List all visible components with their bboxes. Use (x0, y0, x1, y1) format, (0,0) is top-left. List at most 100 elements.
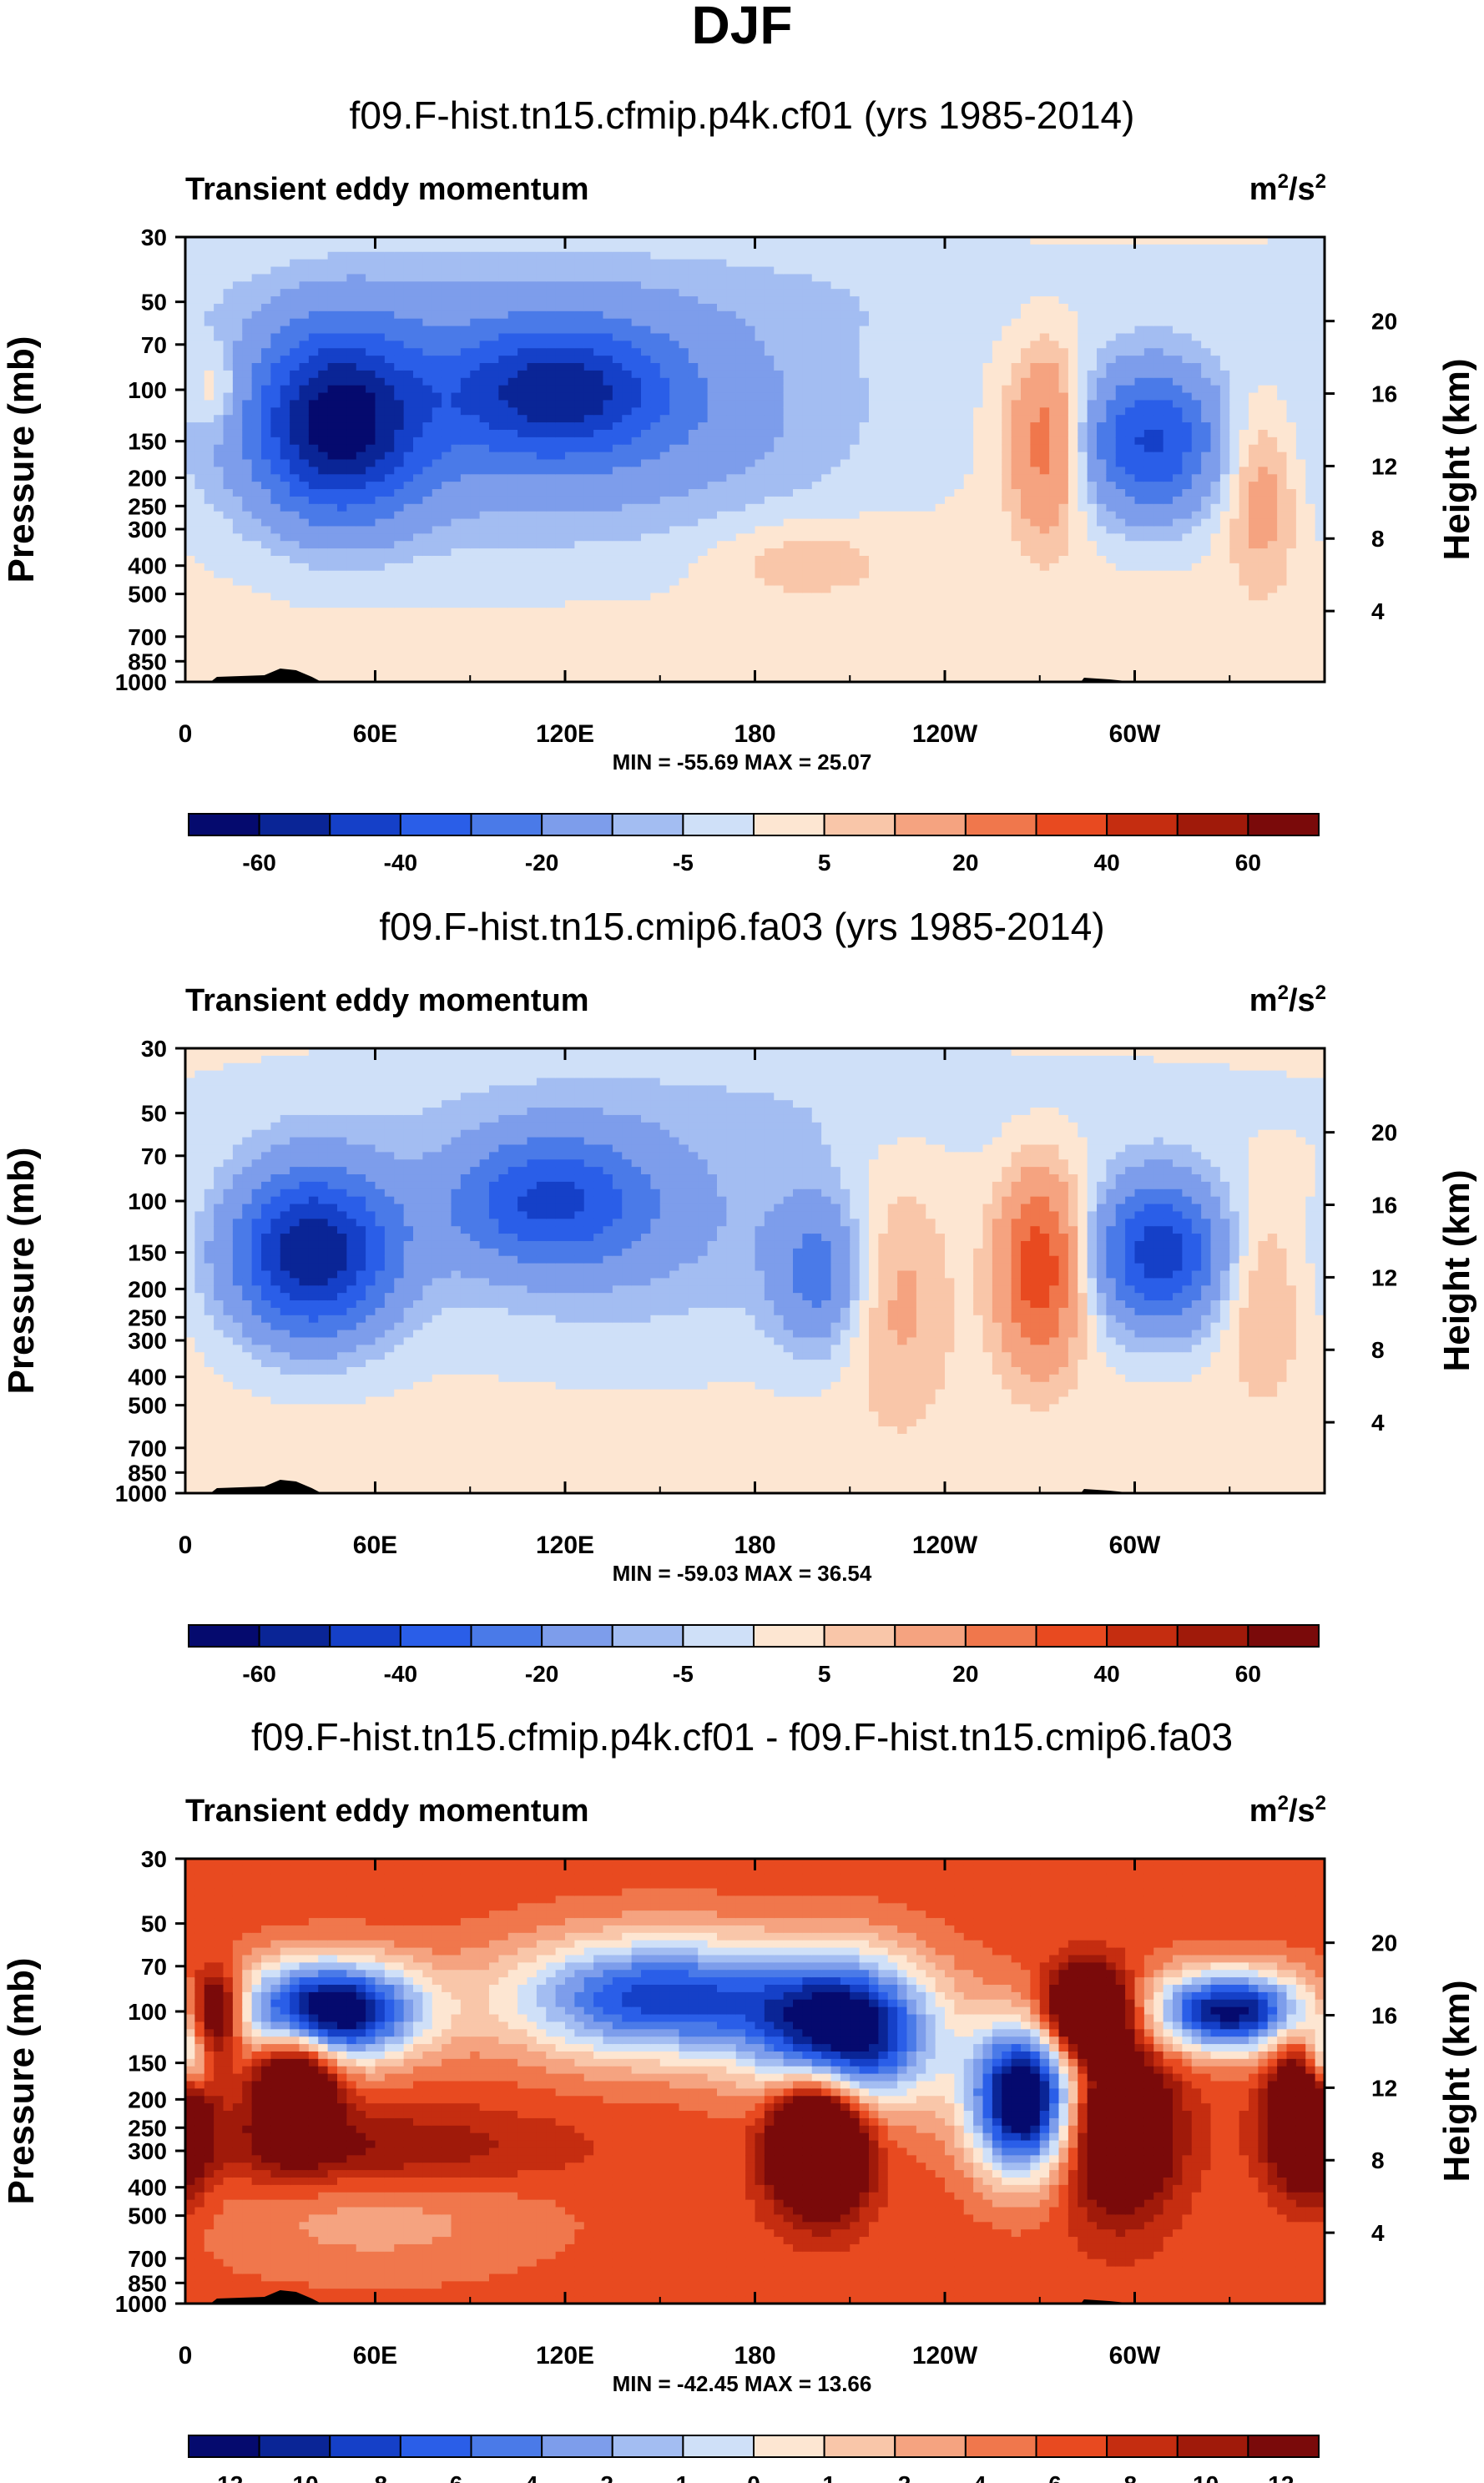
heatmap-cell (422, 274, 432, 281)
heatmap-cell (422, 371, 432, 378)
heatmap-cell (442, 533, 452, 541)
heatmap-cell (318, 578, 328, 586)
heatmap-cell (233, 407, 243, 415)
heatmap-cell (452, 571, 462, 578)
heatmap-cell (242, 563, 252, 571)
heatmap-cell (300, 289, 310, 296)
heatmap-cell (252, 415, 262, 422)
heatmap-cell (385, 437, 395, 445)
heatmap-cell (432, 371, 442, 378)
heatmap-cell (280, 319, 290, 326)
heatmap-cell (404, 311, 414, 319)
heatmap-cell (252, 563, 262, 571)
heatmap-cell (452, 489, 462, 497)
heatmap-cell (204, 533, 215, 541)
heatmap-cell (442, 400, 452, 407)
heatmap-cell (280, 274, 290, 281)
heatmap-cell (185, 326, 195, 334)
heatmap-cell (328, 245, 338, 252)
heatmap-cell (452, 548, 462, 556)
heatmap-cell (309, 541, 319, 548)
heatmap-cell (346, 452, 356, 460)
heatmap-cell (346, 600, 356, 608)
heatmap-cell (204, 393, 215, 401)
heatmap-cell (452, 623, 462, 630)
heatmap-cell (356, 422, 366, 430)
heatmap-cell (261, 497, 271, 504)
heatmap-cell (280, 593, 290, 600)
heatmap-cell (461, 422, 471, 430)
heatmap-cell (194, 512, 204, 519)
heatmap-cell (270, 659, 280, 667)
heatmap-cell (309, 371, 319, 378)
heatmap-cell (376, 593, 386, 600)
heatmap-cell (346, 615, 356, 623)
heatmap-cell (432, 260, 442, 267)
heatmap-cell (261, 393, 271, 401)
heatmap-cell (252, 430, 262, 437)
heatmap-cell (300, 578, 310, 586)
heatmap-cell (442, 267, 452, 275)
heatmap-cell (214, 281, 224, 289)
heatmap-cell (318, 400, 328, 407)
heatmap-cell (376, 600, 386, 608)
heatmap-cell (404, 400, 414, 407)
heatmap-cell (356, 526, 366, 533)
heatmap-cell (252, 630, 262, 638)
heatmap-cell (394, 593, 404, 600)
heatmap-cell (318, 541, 328, 548)
heatmap-cell (214, 415, 224, 422)
heatmap-cell (233, 608, 243, 615)
heatmap-cell (185, 393, 195, 401)
heatmap-cell (318, 260, 328, 267)
heatmap-cell (224, 356, 234, 363)
heatmap-cell (356, 563, 366, 571)
heatmap-cell (290, 274, 300, 281)
heatmap-cell (413, 289, 423, 296)
heatmap-cell (346, 245, 356, 252)
heatmap-cell (300, 548, 310, 556)
heatmap-cell (214, 578, 224, 586)
heatmap-cell (404, 489, 414, 497)
heatmap-cell (270, 586, 280, 593)
heatmap-cell (385, 504, 395, 512)
heatmap-cell (356, 289, 366, 296)
heatmap-cell (452, 304, 462, 311)
heatmap-cell (309, 341, 319, 348)
heatmap-cell (270, 512, 280, 519)
heatmap-cell (300, 415, 310, 422)
heatmap-cell (214, 652, 224, 659)
heatmap-cell (318, 623, 328, 630)
heatmap-cell (224, 460, 234, 467)
heatmap-cell (252, 341, 262, 348)
heatmap-cell (194, 652, 204, 659)
heatmap-cell (204, 267, 215, 275)
heatmap-cell (233, 652, 243, 659)
heatmap-cell (432, 482, 442, 489)
heatmap-cell (337, 400, 347, 407)
heatmap-cell (194, 586, 204, 593)
heatmap-cell (422, 504, 432, 512)
heatmap-cell (413, 586, 423, 593)
heatmap-cell (309, 556, 319, 563)
heatmap-cell (337, 578, 347, 586)
heatmap-cell (290, 296, 300, 304)
heatmap-cell (224, 341, 234, 348)
heatmap-cell (442, 652, 452, 659)
heatmap-cell (300, 623, 310, 630)
heatmap-cell (413, 422, 423, 430)
heatmap-cell (452, 415, 462, 422)
heatmap-cell (300, 267, 310, 275)
heatmap-cell (318, 489, 328, 497)
heatmap-cell (413, 319, 423, 326)
heatmap-cell (452, 638, 462, 645)
heatmap-cell (214, 630, 224, 638)
heatmap-cell (185, 267, 195, 275)
heatmap-cell (290, 489, 300, 497)
heatmap-cell (270, 593, 280, 600)
heatmap-cell (413, 386, 423, 393)
heatmap-cell (252, 548, 262, 556)
heatmap-cell (204, 386, 215, 393)
heatmap-cell (432, 556, 442, 563)
heatmap-cell (356, 630, 366, 638)
